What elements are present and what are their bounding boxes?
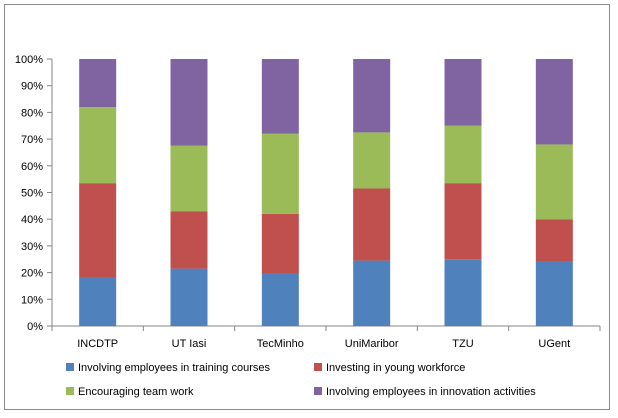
- bar-segment: [444, 59, 482, 126]
- y-tick-label: 10%: [21, 294, 43, 306]
- bar-segment: [261, 213, 299, 274]
- legend-label: Involving employees in innovation activi…: [326, 386, 536, 398]
- bar-segment: [444, 259, 482, 326]
- bar-segment: [79, 277, 117, 326]
- y-tick-label: 0%: [27, 321, 43, 333]
- x-tick-label: TecMinho: [257, 338, 304, 350]
- x-tick-label: UniMaribor: [345, 338, 399, 350]
- x-tick-label: UT Iasi: [172, 338, 207, 350]
- y-tick-label: 20%: [21, 268, 43, 280]
- x-tick-label: TZU: [452, 338, 473, 350]
- bar-segment: [353, 132, 391, 189]
- bar-segment: [261, 273, 299, 326]
- bar-segment: [353, 188, 391, 261]
- bar-segment: [170, 268, 208, 326]
- bar-segment: [79, 183, 117, 278]
- x-tick-label: UGent: [538, 338, 570, 350]
- bar-segment: [261, 59, 299, 134]
- legend-label: Investing in young workforce: [326, 362, 465, 374]
- bar-segment: [535, 261, 573, 326]
- y-tick-label: 50%: [21, 188, 43, 200]
- y-tick-label: 30%: [21, 241, 43, 253]
- legend-swatch: [66, 363, 74, 371]
- bar-segment: [535, 219, 573, 262]
- x-tick-label: INCDTP: [77, 338, 118, 350]
- bar-segment: [444, 183, 482, 260]
- y-tick-label: 40%: [21, 214, 43, 226]
- legend-label: Encouraging team work: [78, 386, 194, 398]
- bar-segment: [353, 59, 391, 133]
- bar-segment: [79, 59, 117, 108]
- bar-segment: [353, 260, 391, 326]
- y-tick-label: 70%: [21, 134, 43, 146]
- bar-segment: [79, 107, 117, 184]
- y-tick-label: 80%: [21, 107, 43, 119]
- legend-swatch: [314, 363, 322, 371]
- bar-segment: [261, 133, 299, 214]
- y-tick-label: 60%: [21, 161, 43, 173]
- bar-segment: [535, 59, 573, 145]
- legend-swatch: [66, 387, 74, 395]
- y-tick-label: 90%: [21, 81, 43, 93]
- y-tick-label: 100%: [15, 54, 43, 66]
- bar-segment: [535, 144, 573, 220]
- bar-segment: [170, 211, 208, 269]
- bar-segment: [170, 59, 208, 146]
- legend-swatch: [314, 387, 322, 395]
- bar-segment: [444, 125, 482, 184]
- bar-segment: [170, 145, 208, 212]
- legend-label: Involving employees in training courses: [78, 362, 270, 374]
